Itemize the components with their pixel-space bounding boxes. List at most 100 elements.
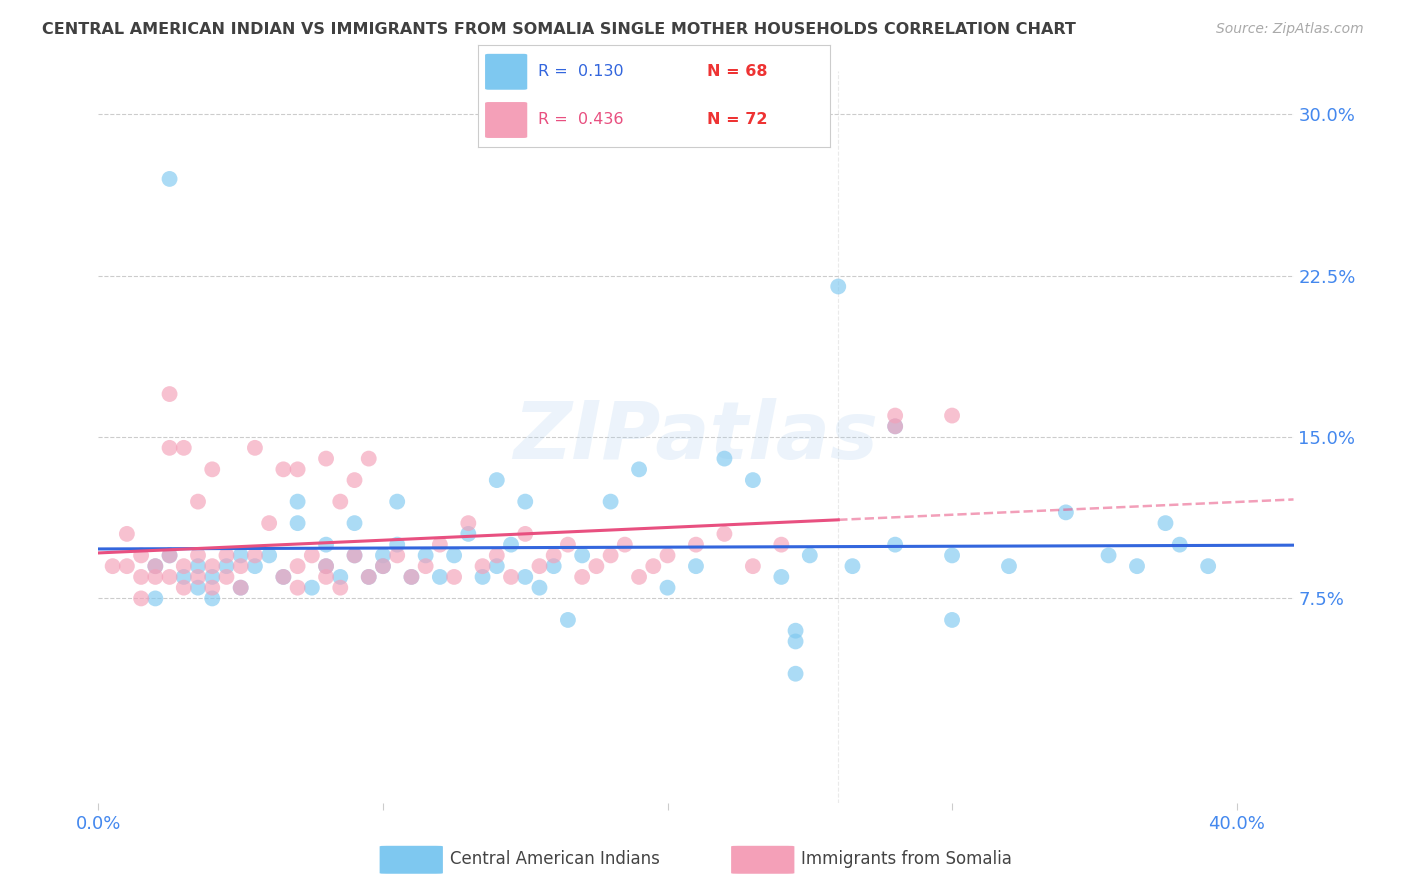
- Point: [799, 549, 821, 563]
- Point: [1126, 559, 1149, 574]
- Point: [315, 559, 337, 574]
- Point: [187, 559, 209, 574]
- Text: N = 68: N = 68: [707, 64, 768, 79]
- Point: [415, 549, 437, 563]
- Point: [173, 581, 195, 595]
- FancyBboxPatch shape: [380, 846, 443, 874]
- Point: [343, 549, 366, 563]
- Point: [485, 473, 508, 487]
- Point: [343, 473, 366, 487]
- Point: [385, 494, 409, 508]
- FancyBboxPatch shape: [731, 846, 794, 874]
- Point: [143, 559, 166, 574]
- Point: [515, 527, 537, 541]
- Point: [1097, 549, 1119, 563]
- Point: [329, 581, 352, 595]
- Point: [385, 549, 409, 563]
- Point: [201, 581, 224, 595]
- Point: [515, 570, 537, 584]
- Point: [287, 516, 309, 530]
- Point: [685, 538, 707, 552]
- Point: [884, 409, 907, 423]
- Point: [143, 559, 166, 574]
- Point: [143, 591, 166, 606]
- Point: [685, 559, 707, 574]
- Point: [315, 538, 337, 552]
- Point: [585, 559, 607, 574]
- Point: [499, 570, 522, 584]
- Point: [415, 559, 437, 574]
- Point: [770, 570, 793, 584]
- Point: [357, 451, 380, 466]
- Point: [329, 494, 352, 508]
- Point: [357, 570, 380, 584]
- Point: [229, 581, 252, 595]
- Point: [159, 570, 181, 584]
- Point: [741, 559, 763, 574]
- Point: [129, 549, 152, 563]
- Point: [215, 549, 238, 563]
- Point: [101, 559, 124, 574]
- Point: [657, 549, 679, 563]
- Point: [187, 570, 209, 584]
- Point: [443, 549, 465, 563]
- Point: [785, 624, 807, 638]
- Point: [1168, 538, 1191, 552]
- Point: [657, 581, 679, 595]
- Point: [159, 387, 181, 401]
- Point: [628, 462, 651, 476]
- Point: [741, 473, 763, 487]
- Point: [371, 559, 394, 574]
- Point: [115, 527, 138, 541]
- Point: [173, 441, 195, 455]
- Point: [884, 538, 907, 552]
- Point: [257, 516, 280, 530]
- Point: [571, 570, 593, 584]
- Point: [187, 494, 209, 508]
- Point: [471, 559, 494, 574]
- Point: [713, 451, 735, 466]
- Point: [557, 613, 579, 627]
- Point: [201, 559, 224, 574]
- Point: [273, 570, 295, 584]
- Point: [941, 549, 963, 563]
- Point: [613, 538, 636, 552]
- Point: [429, 538, 451, 552]
- Text: N = 72: N = 72: [707, 112, 768, 128]
- Point: [543, 559, 565, 574]
- Point: [557, 538, 579, 552]
- Point: [515, 494, 537, 508]
- Point: [201, 591, 224, 606]
- Point: [143, 570, 166, 584]
- Point: [201, 462, 224, 476]
- Point: [628, 570, 651, 584]
- Point: [215, 570, 238, 584]
- Point: [287, 581, 309, 595]
- Point: [571, 549, 593, 563]
- Point: [884, 419, 907, 434]
- Point: [201, 570, 224, 584]
- Point: [287, 462, 309, 476]
- Point: [301, 549, 323, 563]
- Point: [187, 549, 209, 563]
- Point: [129, 570, 152, 584]
- Point: [998, 559, 1021, 574]
- Point: [941, 613, 963, 627]
- Point: [457, 516, 479, 530]
- Point: [159, 441, 181, 455]
- Text: R =  0.436: R = 0.436: [538, 112, 623, 128]
- Point: [529, 581, 551, 595]
- Point: [257, 549, 280, 563]
- Point: [941, 409, 963, 423]
- Point: [401, 570, 423, 584]
- Point: [1154, 516, 1177, 530]
- Point: [159, 549, 181, 563]
- Point: [841, 559, 863, 574]
- Point: [343, 549, 366, 563]
- Text: R =  0.130: R = 0.130: [538, 64, 623, 79]
- Point: [329, 570, 352, 584]
- Text: Source: ZipAtlas.com: Source: ZipAtlas.com: [1216, 22, 1364, 37]
- Point: [529, 559, 551, 574]
- Point: [485, 549, 508, 563]
- Text: ZIPatlas: ZIPatlas: [513, 398, 879, 476]
